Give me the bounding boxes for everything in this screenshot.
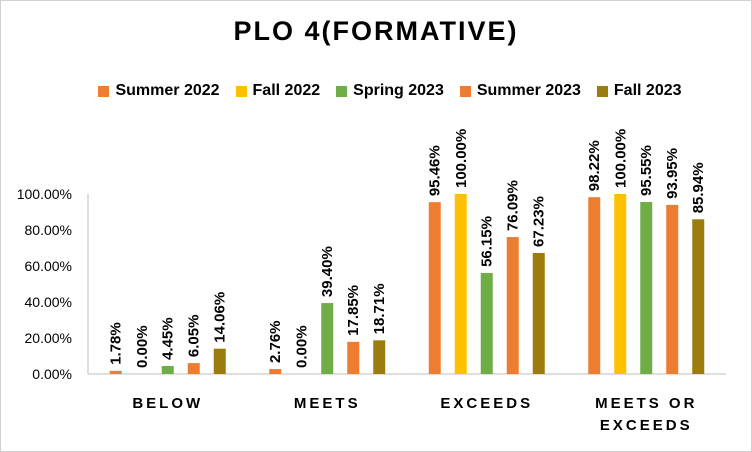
bar — [187, 363, 200, 374]
bar — [692, 219, 705, 374]
bar — [213, 348, 226, 374]
data-label: 95.46% — [427, 145, 444, 196]
bar — [480, 272, 493, 374]
bar — [428, 202, 441, 374]
legend-label: Summer 2022 — [115, 82, 220, 99]
data-label: 76.09% — [505, 180, 522, 231]
data-label: 6.05% — [186, 315, 203, 358]
bar — [588, 197, 601, 374]
y-tick-label: 60.00% — [25, 258, 72, 274]
chart-title: PLO 4(FORMATIVE) — [233, 16, 519, 46]
legend-item-2: Spring 2023 — [336, 82, 444, 100]
data-label: 85.94% — [690, 162, 707, 213]
data-label: 98.22% — [586, 140, 603, 191]
legend: Summer 2022 Fall 2022 Spring 2023 Summer 20… — [60, 80, 720, 102]
y-tick-label: 20.00% — [25, 330, 72, 346]
bar — [640, 202, 653, 374]
x-tick-label: MEETS — [294, 395, 361, 412]
legend-item-4: Fall 2023 — [596, 82, 682, 100]
data-label: 100.00% — [612, 129, 629, 188]
legend-item-3: Summer 2023 — [459, 82, 581, 100]
legend-item-0: Summer 2022 — [98, 82, 220, 100]
legend-swatch — [235, 85, 247, 97]
bar — [109, 370, 122, 374]
x-tick-label: EXCEEDS — [600, 417, 693, 434]
bar — [614, 194, 627, 374]
legend-swatch — [336, 85, 348, 97]
bar — [373, 340, 386, 374]
data-label: 0.00% — [293, 325, 310, 368]
data-label: 18.71% — [371, 283, 388, 334]
bar — [321, 303, 334, 374]
bar — [666, 204, 679, 374]
legend-swatch — [98, 85, 110, 97]
y-tick-label: 100.00% — [17, 186, 72, 202]
x-tick-label: BELOW — [132, 395, 203, 412]
legend-item-1: Fall 2022 — [235, 82, 321, 100]
legend-label: Spring 2023 — [353, 82, 444, 99]
y-tick-label: 80.00% — [25, 222, 72, 238]
x-tick-label: MEETS OR — [595, 395, 697, 412]
legend-swatch — [596, 85, 608, 97]
data-label: 67.23% — [531, 196, 548, 247]
data-label: 1.78% — [108, 322, 125, 365]
data-label: 0.00% — [134, 325, 151, 368]
data-label: 39.40% — [319, 246, 336, 297]
bar — [347, 341, 360, 374]
y-tick-label: 40.00% — [25, 294, 72, 310]
data-label: 100.00% — [453, 129, 470, 188]
bar — [506, 237, 519, 374]
legend-label: Fall 2022 — [252, 82, 321, 99]
y-tick-label: 0.00% — [32, 366, 72, 382]
data-label: 4.45% — [160, 317, 177, 360]
data-label: 2.76% — [267, 320, 284, 363]
x-tick-label: EXCEEDS — [440, 395, 533, 412]
data-label: 95.55% — [638, 145, 655, 196]
legend-swatch — [459, 85, 471, 97]
legend-label: Summer 2023 — [476, 82, 581, 99]
data-label: 93.95% — [664, 148, 681, 199]
data-label: 14.06% — [212, 292, 229, 343]
bar — [454, 194, 467, 374]
bar — [269, 369, 282, 374]
bar — [532, 252, 545, 374]
bar — [161, 365, 174, 374]
data-label: 56.15% — [479, 216, 496, 267]
legend-label: Fall 2023 — [613, 82, 682, 99]
data-label: 17.85% — [345, 285, 362, 336]
